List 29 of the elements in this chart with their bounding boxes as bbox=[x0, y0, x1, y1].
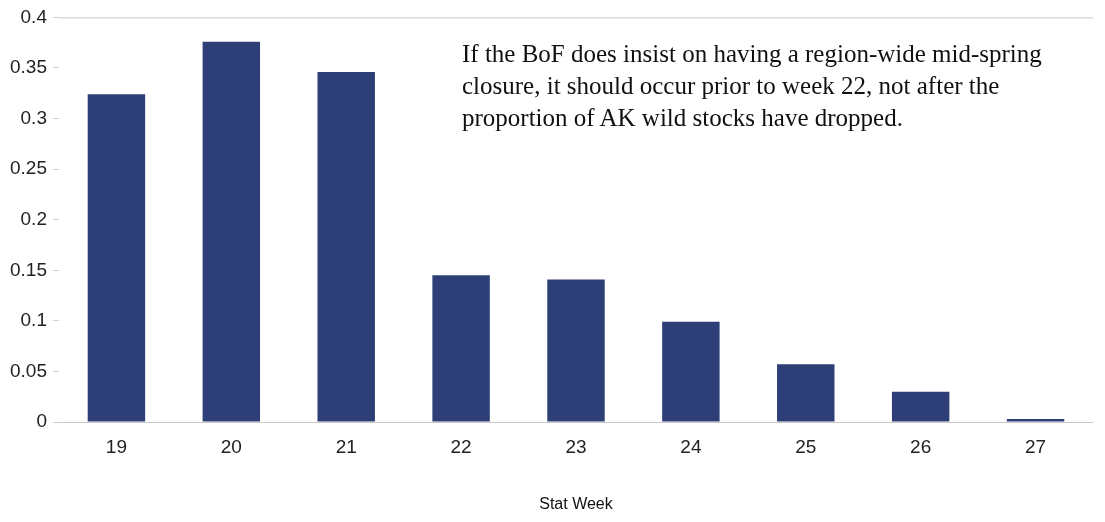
bar bbox=[202, 41, 261, 422]
x-tick-label: 23 bbox=[565, 435, 587, 457]
bar bbox=[662, 321, 720, 422]
y-tick-label: 0.35 bbox=[10, 56, 47, 78]
y-tick-label: 0.4 bbox=[20, 5, 48, 27]
bar bbox=[1006, 418, 1065, 422]
x-tick-label: 22 bbox=[450, 435, 472, 457]
bar bbox=[317, 72, 375, 422]
x-tick-label: 24 bbox=[680, 435, 702, 457]
y-tick-label: 0 bbox=[36, 410, 47, 432]
x-tick-label: 19 bbox=[105, 435, 127, 457]
y-tick-label: 0.05 bbox=[10, 359, 47, 381]
bar bbox=[432, 275, 490, 422]
x-tick-label: 20 bbox=[220, 435, 242, 457]
x-tick-label: 26 bbox=[910, 435, 932, 457]
x-tick-label: 21 bbox=[335, 435, 357, 457]
y-tick-label: 0.3 bbox=[20, 106, 47, 128]
annotation: If the BoF does insist on having a region-wide mid-spring closure, it should occur prior to week 22, not after the proportion of AK wild stocks have dropped. bbox=[462, 39, 1043, 133]
x-axis-title: Stat Week bbox=[539, 494, 614, 512]
y-tick-label: 0.1 bbox=[20, 309, 47, 331]
x-tick-label: 25 bbox=[795, 435, 817, 457]
bar bbox=[891, 391, 950, 422]
bar bbox=[777, 364, 835, 422]
x-tick-label: 27 bbox=[1024, 435, 1047, 457]
y-tick-label: 0.25 bbox=[10, 157, 47, 179]
y-tick-label: 0.2 bbox=[20, 207, 47, 229]
y-tick-label: 0.15 bbox=[10, 258, 47, 280]
bar bbox=[547, 279, 605, 422]
bar bbox=[87, 94, 146, 422]
